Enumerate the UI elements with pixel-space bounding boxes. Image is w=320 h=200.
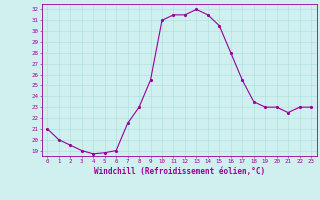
X-axis label: Windchill (Refroidissement éolien,°C): Windchill (Refroidissement éolien,°C)	[94, 167, 265, 176]
